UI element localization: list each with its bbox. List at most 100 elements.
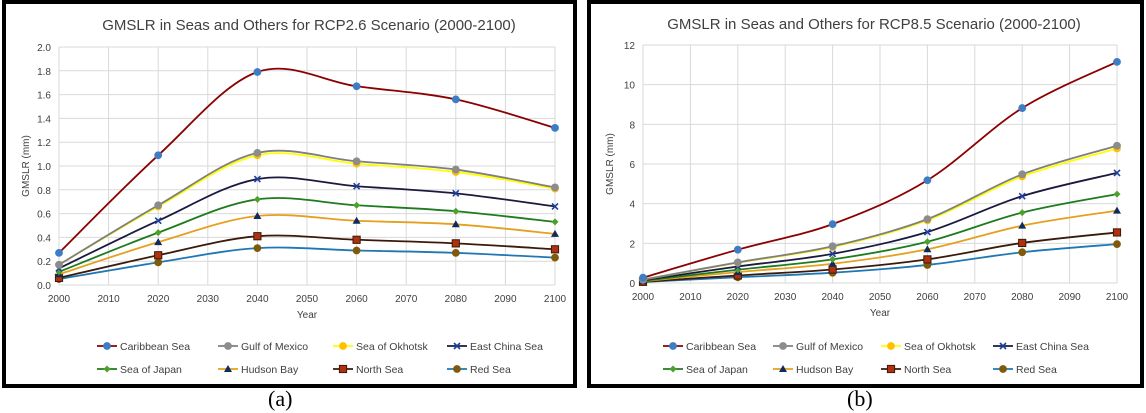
- legend-label-east-china-sea: East China Sea: [1016, 341, 1089, 353]
- x-tick-label: 2070: [395, 294, 418, 305]
- data-point-north-sea: [451, 239, 460, 248]
- x-tick-label: 2050: [869, 292, 892, 303]
- legend-label-hudson-bay: Hudson Bay: [241, 364, 299, 376]
- legend-item-caribbean-sea: Caribbean Sea: [97, 341, 190, 353]
- legend-label-north-sea: North Sea: [904, 364, 951, 376]
- legend-item-caribbean-sea: Caribbean Sea: [663, 341, 756, 353]
- y-tick-label: 6: [629, 160, 635, 171]
- series-line-north-sea: [58, 234, 556, 279]
- y-tick-label: 10: [624, 81, 636, 92]
- data-point-gulf-of-mexico: [253, 149, 262, 157]
- legend-label-sea-of-okhotsk: Sea of Okhotsk: [356, 341, 429, 353]
- y-tick-label: 1.6: [37, 91, 51, 102]
- data-point-sea-of-japan: [551, 218, 559, 226]
- data-point-gulf-of-mexico: [551, 183, 559, 192]
- data-point-caribbean-sea: [55, 248, 63, 257]
- data-point-red-sea: [551, 253, 559, 262]
- x-tick-label: 2030: [774, 292, 797, 303]
- legend-item-sea-of-okhotsk: Sea of Okhotsk: [333, 341, 429, 353]
- series-north-sea: [54, 232, 560, 282]
- legend: Caribbean Sea Gulf of Mexico Sea of Okhots…: [97, 341, 543, 376]
- series-caribbean-sea: [639, 57, 1121, 282]
- y-tick-label: 0.2: [37, 257, 51, 268]
- data-point-hudson-bay: [551, 229, 559, 237]
- data-point-east-china-sea: [253, 175, 261, 183]
- legend-label-caribbean-sea: Caribbean Sea: [686, 341, 756, 353]
- x-tick-label: 2000: [632, 292, 655, 303]
- data-point-red-sea: [1018, 248, 1027, 257]
- data-point-gulf-of-mexico: [733, 258, 742, 267]
- legend-item-sea-of-japan: Sea of Japan: [97, 364, 182, 376]
- y-tick-label: 2: [629, 239, 635, 250]
- legend-label-sea-of-japan: Sea of Japan: [120, 364, 182, 376]
- data-point-gulf-of-mexico: [55, 260, 63, 269]
- caption-a: (a): [268, 386, 293, 411]
- legend-item-north-sea: North Sea: [333, 364, 403, 376]
- x-axis-label: Year: [870, 308, 891, 319]
- legend-item-east-china-sea: East China Sea: [447, 341, 543, 353]
- data-point-hudson-bay: [1113, 206, 1121, 214]
- series-line-hudson-bay: [642, 209, 1118, 283]
- legend-marker-east-china-sea: [999, 342, 1007, 350]
- chart-rcp26: GMSLR in Seas and Others for RCP2.6 Scen…: [21, 17, 567, 376]
- legend-marker-east-china-sea: [453, 342, 461, 350]
- data-point-north-sea: [923, 255, 932, 264]
- legend-marker-north-sea: [886, 364, 896, 374]
- data-point-caribbean-sea: [253, 68, 262, 76]
- data-point-sea-of-japan: [829, 255, 837, 263]
- data-point-north-sea: [1112, 228, 1122, 237]
- data-point-north-sea: [352, 235, 361, 244]
- y-tick-label: 0.8: [37, 186, 51, 197]
- data-point-hudson-bay: [923, 245, 932, 253]
- chart-title: GMSLR in Seas and Others for RCP2.6 Scen…: [102, 17, 516, 34]
- y-tick-label: 1.0: [37, 162, 51, 173]
- x-tick-label: 2010: [97, 294, 120, 305]
- data-point-caribbean-sea: [828, 220, 837, 228]
- y-tick-label: 1.2: [37, 138, 51, 149]
- x-tick-label: 2090: [494, 294, 517, 305]
- data-point-caribbean-sea: [551, 124, 559, 132]
- y-tick-label: 8: [629, 120, 635, 131]
- legend: Caribbean Sea Gulf of Mexico Sea of Okhots…: [663, 341, 1089, 376]
- legend-label-hudson-bay: Hudson Bay: [796, 364, 854, 376]
- data-point-gulf-of-mexico: [1113, 141, 1121, 150]
- x-tick-label: 2020: [147, 294, 170, 305]
- data-point-east-china-sea: [923, 228, 931, 236]
- x-tick-label: 2070: [964, 292, 987, 303]
- legend-marker-gulf-of-mexico: [224, 342, 232, 350]
- x-tick-label: 2080: [445, 294, 468, 305]
- legend-label-gulf-of-mexico: Gulf of Mexico: [796, 341, 863, 353]
- data-point-sea-of-japan: [1113, 190, 1121, 198]
- x-tick-label: 2100: [1106, 292, 1129, 303]
- data-point-red-sea: [352, 246, 361, 255]
- legend-marker-sea-of-okhotsk: [887, 342, 895, 350]
- x-tick-label: 2040: [246, 294, 269, 305]
- data-point-red-sea: [451, 248, 460, 257]
- data-point-gulf-of-mexico: [1018, 170, 1027, 179]
- legend-item-sea-of-okhotsk: Sea of Okhotsk: [881, 341, 977, 353]
- series-gulf-of-mexico: [639, 141, 1121, 284]
- grid: [642, 44, 1118, 284]
- x-tick-label: 2020: [727, 292, 750, 303]
- y-tick-label: 12: [624, 41, 636, 52]
- data-point-red-sea: [154, 258, 163, 267]
- legend-marker-hudson-bay: [779, 365, 787, 372]
- legend-item-red-sea: Red Sea: [993, 364, 1057, 376]
- data-point-north-sea: [253, 232, 262, 241]
- legend-label-east-china-sea: East China Sea: [470, 341, 543, 353]
- data-point-caribbean-sea: [639, 273, 647, 282]
- y-tick-label: 2.0: [37, 43, 51, 54]
- y-tick-label: 1.4: [37, 114, 51, 125]
- data-point-east-china-sea: [829, 250, 837, 258]
- legend-marker-sea-of-japan: [669, 365, 677, 373]
- x-tick-label: 2030: [197, 294, 220, 305]
- data-point-sea-of-japan: [253, 195, 261, 203]
- series-group: [638, 57, 1122, 286]
- y-tick-label: 0: [629, 279, 635, 290]
- data-point-east-china-sea: [353, 182, 361, 190]
- data-point-gulf-of-mexico: [352, 157, 361, 166]
- legend-item-sea-of-japan: Sea of Japan: [663, 364, 748, 376]
- legend-item-red-sea: Red Sea: [447, 364, 511, 376]
- series-line-east-china-sea: [58, 176, 556, 270]
- data-point-sea-of-japan: [353, 201, 361, 209]
